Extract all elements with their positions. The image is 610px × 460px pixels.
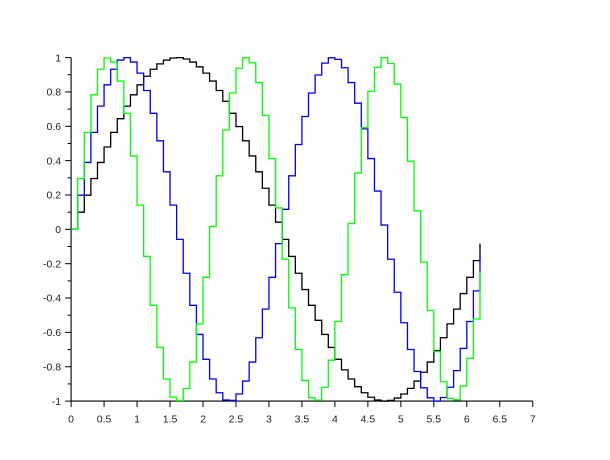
svg-text:6.5: 6.5: [492, 414, 507, 426]
svg-text:7: 7: [530, 414, 536, 426]
svg-text:-0.6: -0.6: [43, 327, 61, 339]
svg-text:1: 1: [134, 414, 140, 426]
svg-text:2: 2: [200, 414, 206, 426]
svg-text:3.5: 3.5: [295, 414, 310, 426]
svg-text:0: 0: [68, 414, 74, 426]
svg-text:0: 0: [55, 224, 61, 236]
svg-text:2.5: 2.5: [229, 414, 244, 426]
svg-text:4: 4: [332, 414, 338, 426]
svg-text:4.5: 4.5: [361, 414, 376, 426]
svg-text:0.5: 0.5: [97, 414, 112, 426]
svg-text:0.4: 0.4: [46, 155, 61, 167]
svg-text:1: 1: [55, 52, 61, 64]
svg-text:0.8: 0.8: [46, 87, 61, 99]
svg-text:-1: -1: [52, 396, 61, 408]
svg-text:5: 5: [398, 414, 404, 426]
svg-text:0.6: 0.6: [46, 121, 61, 133]
svg-text:5.5: 5.5: [427, 414, 442, 426]
svg-text:0.2: 0.2: [46, 190, 61, 202]
svg-text:-0.2: -0.2: [43, 258, 61, 270]
svg-text:3: 3: [266, 414, 272, 426]
svg-text:-0.8: -0.8: [43, 361, 61, 373]
svg-text:1.5: 1.5: [163, 414, 178, 426]
svg-text:6: 6: [464, 414, 470, 426]
svg-text:-0.4: -0.4: [43, 293, 61, 305]
